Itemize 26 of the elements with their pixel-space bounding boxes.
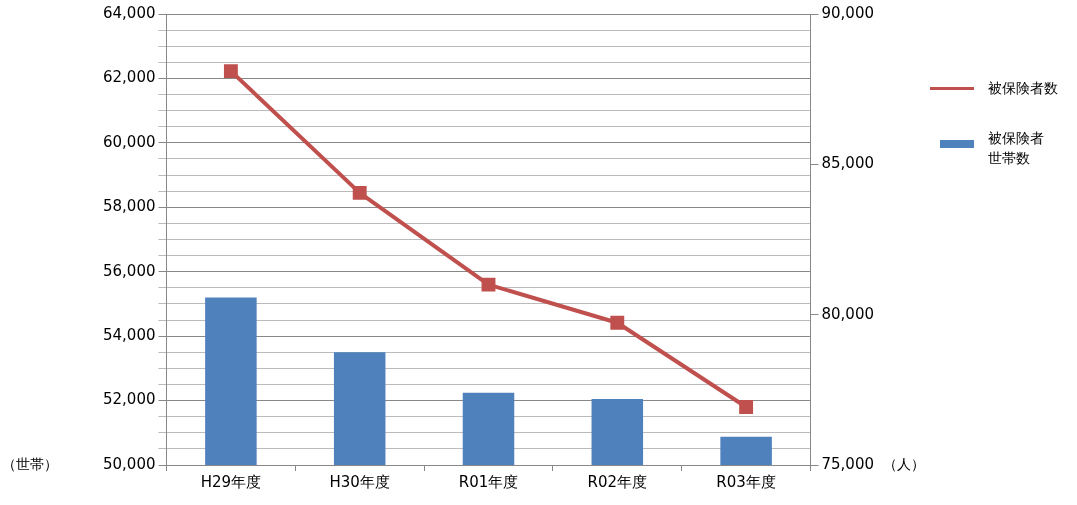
point — [481, 277, 496, 292]
point — [352, 185, 367, 200]
y-tick-label: 58,000 — [102, 197, 156, 216]
point — [223, 64, 238, 79]
x-tick-label: R01年度 — [458, 472, 519, 491]
point — [739, 400, 754, 414]
y2-axis-title: （人） — [883, 455, 925, 472]
x-tick-label: R03年度 — [716, 472, 776, 491]
x-tick-label: H29年度 — [200, 472, 262, 491]
legend-label: 被保険者世帯数 — [988, 129, 1045, 168]
legend-label: 被保険者数 — [988, 79, 1059, 98]
y-tick-label: 52,000 — [102, 390, 156, 409]
y-tick-label: 56,000 — [102, 261, 156, 280]
x-tick-label: R02年度 — [587, 472, 648, 491]
y-tick-label: 60,000 — [102, 132, 156, 151]
y-tick-label: 62,000 — [102, 68, 156, 87]
y-tick-label: 50,000 — [102, 454, 156, 473]
point — [610, 315, 625, 330]
x-tick-label: H30年度 — [329, 472, 390, 491]
y-tick-label: 54,000 — [102, 326, 156, 345]
y-tick-label: 64,000 — [102, 3, 156, 22]
y2-tick-label: 80,000 — [821, 304, 875, 323]
y-axis-title: （世帯） — [2, 455, 58, 472]
y2-tick-label: 75,000 — [821, 454, 875, 473]
y2-tick-label: 85,000 — [821, 154, 875, 173]
y2-tick-label: 90,000 — [821, 3, 875, 22]
